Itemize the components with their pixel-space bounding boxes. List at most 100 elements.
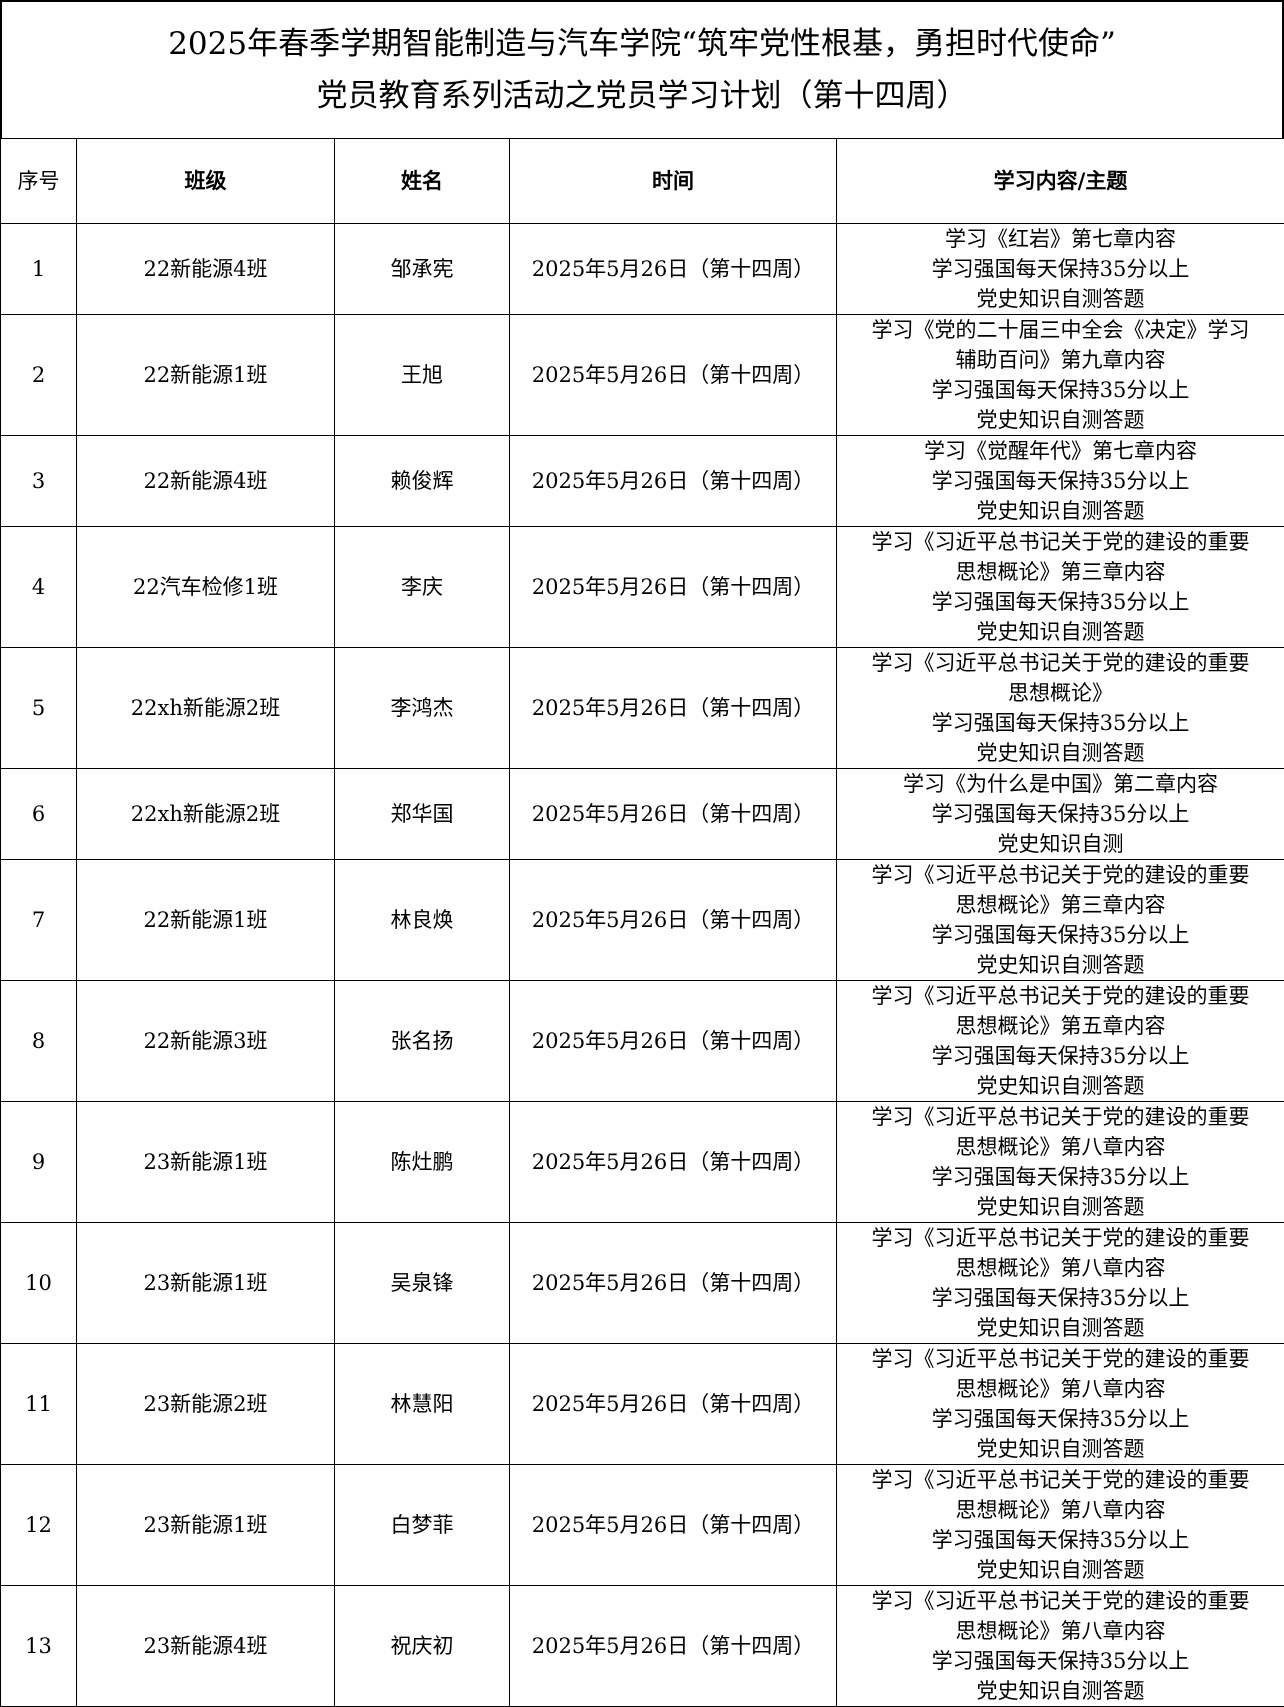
content-line: 学习《习近平总书记关于党的建设的重要 bbox=[837, 860, 1284, 890]
content-line: 思想概论》第三章内容 bbox=[837, 557, 1284, 587]
content-line: 学习《党的二十届三中全会《决定》学习 bbox=[837, 315, 1284, 345]
content-line: 思想概论》第八章内容 bbox=[837, 1132, 1284, 1162]
document-title: 2025年春季学期智能制造与汽车学院“筑牢党性根基，勇担时代使命” 党员教育系列… bbox=[0, 0, 1284, 138]
cell-index: 11 bbox=[1, 1344, 77, 1465]
content-line: 学习《习近平总书记关于党的建设的重要 bbox=[837, 1102, 1284, 1132]
content-line: 党史知识自测答题 bbox=[837, 284, 1284, 314]
cell-index: 7 bbox=[1, 860, 77, 981]
content-line: 思想概论》第五章内容 bbox=[837, 1011, 1284, 1041]
cell-content: 学习《红岩》第七章内容学习强国每天保持35分以上党史知识自测答题 bbox=[837, 224, 1284, 315]
cell-name: 吴泉锋 bbox=[335, 1223, 510, 1344]
cell-class: 22新能源3班 bbox=[77, 981, 335, 1102]
cell-index: 3 bbox=[1, 436, 77, 527]
content-line: 学习强国每天保持35分以上 bbox=[837, 1162, 1284, 1192]
title-line-1: 2025年春季学期智能制造与汽车学院“筑牢党性根基，勇担时代使命” bbox=[168, 18, 1116, 70]
header-class: 班级 bbox=[77, 139, 335, 224]
content-line: 学习《习近平总书记关于党的建设的重要 bbox=[837, 1223, 1284, 1253]
content-line: 学习强国每天保持35分以上 bbox=[837, 920, 1284, 950]
cell-class: 22新能源4班 bbox=[77, 224, 335, 315]
cell-index: 6 bbox=[1, 769, 77, 860]
cell-name: 邹承宪 bbox=[335, 224, 510, 315]
cell-time: 2025年5月26日（第十四周） bbox=[510, 224, 837, 315]
content-line: 思想概论》第八章内容 bbox=[837, 1495, 1284, 1525]
content-line: 党史知识自测答题 bbox=[837, 405, 1284, 435]
cell-index: 9 bbox=[1, 1102, 77, 1223]
cell-name: 陈灶鹏 bbox=[335, 1102, 510, 1223]
content-line: 党史知识自测 bbox=[837, 829, 1284, 859]
cell-content: 学习《习近平总书记关于党的建设的重要思想概论》第八章内容学习强国每天保持35分以… bbox=[837, 1465, 1284, 1586]
cell-class: 22新能源1班 bbox=[77, 315, 335, 436]
content-line: 学习强国每天保持35分以上 bbox=[837, 587, 1284, 617]
cell-time: 2025年5月26日（第十四周） bbox=[510, 1102, 837, 1223]
cell-class: 22新能源4班 bbox=[77, 436, 335, 527]
cell-name: 李庆 bbox=[335, 527, 510, 648]
content-line: 学习强国每天保持35分以上 bbox=[837, 1646, 1284, 1676]
cell-time: 2025年5月26日（第十四周） bbox=[510, 527, 837, 648]
cell-content: 学习《习近平总书记关于党的建设的重要思想概论》第五章内容学习强国每天保持35分以… bbox=[837, 981, 1284, 1102]
content-line: 党史知识自测答题 bbox=[837, 1555, 1284, 1585]
content-line: 党史知识自测答题 bbox=[837, 738, 1284, 768]
content-line: 学习《习近平总书记关于党的建设的重要 bbox=[837, 1465, 1284, 1495]
content-line: 学习强国每天保持35分以上 bbox=[837, 1404, 1284, 1434]
cell-content: 学习《习近平总书记关于党的建设的重要思想概论》第三章内容学习强国每天保持35分以… bbox=[837, 527, 1284, 648]
cell-content: 学习《习近平总书记关于党的建设的重要思想概论》学习强国每天保持35分以上党史知识… bbox=[837, 648, 1284, 769]
cell-index: 12 bbox=[1, 1465, 77, 1586]
content-line: 学习强国每天保持35分以上 bbox=[837, 254, 1284, 284]
cell-name: 赖俊辉 bbox=[335, 436, 510, 527]
cell-class: 23新能源4班 bbox=[77, 1586, 335, 1707]
cell-name: 李鸿杰 bbox=[335, 648, 510, 769]
content-line: 学习《习近平总书记关于党的建设的重要 bbox=[837, 1586, 1284, 1616]
content-line: 党史知识自测答题 bbox=[837, 950, 1284, 980]
cell-content: 学习《为什么是中国》第二章内容学习强国每天保持35分以上党史知识自测 bbox=[837, 769, 1284, 860]
content-line: 学习《习近平总书记关于党的建设的重要 bbox=[837, 527, 1284, 557]
content-line: 学习强国每天保持35分以上 bbox=[837, 1041, 1284, 1071]
cell-index: 4 bbox=[1, 527, 77, 648]
cell-name: 林慧阳 bbox=[335, 1344, 510, 1465]
table-header-row: 序号 班级 姓名 时间 学习内容/主题 bbox=[1, 139, 1284, 224]
content-line: 辅助百问》第九章内容 bbox=[837, 345, 1284, 375]
content-line: 学习《红岩》第七章内容 bbox=[837, 224, 1284, 254]
cell-time: 2025年5月26日（第十四周） bbox=[510, 1344, 837, 1465]
cell-time: 2025年5月26日（第十四周） bbox=[510, 315, 837, 436]
content-line: 学习《习近平总书记关于党的建设的重要 bbox=[837, 981, 1284, 1011]
content-line: 党史知识自测答题 bbox=[837, 1192, 1284, 1222]
cell-content: 学习《觉醒年代》第七章内容学习强国每天保持35分以上党史知识自测答题 bbox=[837, 436, 1284, 527]
header-index: 序号 bbox=[1, 139, 77, 224]
cell-name: 林良焕 bbox=[335, 860, 510, 981]
content-line: 学习《觉醒年代》第七章内容 bbox=[837, 436, 1284, 466]
content-line: 学习《为什么是中国》第二章内容 bbox=[837, 769, 1284, 799]
cell-index: 2 bbox=[1, 315, 77, 436]
content-line: 党史知识自测答题 bbox=[837, 1676, 1284, 1706]
content-line: 学习强国每天保持35分以上 bbox=[837, 799, 1284, 829]
content-line: 党史知识自测答题 bbox=[837, 617, 1284, 647]
cell-class: 23新能源1班 bbox=[77, 1465, 335, 1586]
cell-class: 23新能源1班 bbox=[77, 1102, 335, 1223]
cell-index: 1 bbox=[1, 224, 77, 315]
cell-name: 祝庆初 bbox=[335, 1586, 510, 1707]
cell-index: 5 bbox=[1, 648, 77, 769]
cell-index: 10 bbox=[1, 1223, 77, 1344]
content-line: 党史知识自测答题 bbox=[837, 1313, 1284, 1343]
content-line: 党史知识自测答题 bbox=[837, 496, 1284, 526]
content-line: 学习强国每天保持35分以上 bbox=[837, 1283, 1284, 1313]
cell-content: 学习《习近平总书记关于党的建设的重要思想概论》第三章内容学习强国每天保持35分以… bbox=[837, 860, 1284, 981]
cell-content: 学习《习近平总书记关于党的建设的重要思想概论》第八章内容学习强国每天保持35分以… bbox=[837, 1586, 1284, 1707]
content-line: 思想概论》第三章内容 bbox=[837, 890, 1284, 920]
header-time: 时间 bbox=[510, 139, 837, 224]
content-line: 党史知识自测答题 bbox=[837, 1071, 1284, 1101]
cell-class: 22xh新能源2班 bbox=[77, 769, 335, 860]
cell-name: 白梦菲 bbox=[335, 1465, 510, 1586]
cell-content: 学习《习近平总书记关于党的建设的重要思想概论》第八章内容学习强国每天保持35分以… bbox=[837, 1223, 1284, 1344]
content-line: 学习强国每天保持35分以上 bbox=[837, 1525, 1284, 1555]
